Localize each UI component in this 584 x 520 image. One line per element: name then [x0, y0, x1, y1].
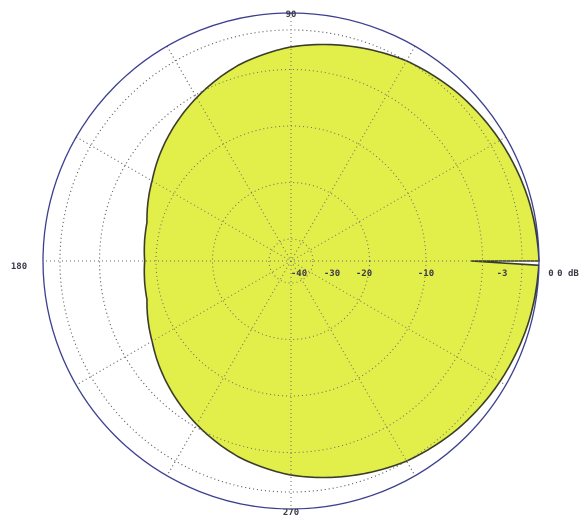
radiation-pattern-area	[143, 43, 540, 479]
overlay-ring-1	[212, 182, 370, 340]
radial-label-minus3: -3	[497, 269, 508, 279]
polar-grid-overlay	[43, 13, 539, 509]
angle-label-0: 0	[548, 269, 553, 279]
angle-label-180: 180	[11, 262, 27, 272]
radial-label-minus10: -10	[418, 269, 434, 279]
radial-label-minus30: -30	[324, 269, 340, 279]
radial-label-minus20: -20	[356, 269, 372, 279]
radial-label-minus40: -40	[291, 269, 307, 279]
angle-label-90: 90	[286, 10, 297, 20]
angle-label-270: 270	[283, 508, 299, 518]
overlay-ring-0	[268, 238, 314, 284]
radial-label-0db: 0 dB	[557, 269, 579, 279]
outer-boundary-circle	[42, 12, 540, 510]
overlay-spoke-150	[75, 136, 507, 386]
